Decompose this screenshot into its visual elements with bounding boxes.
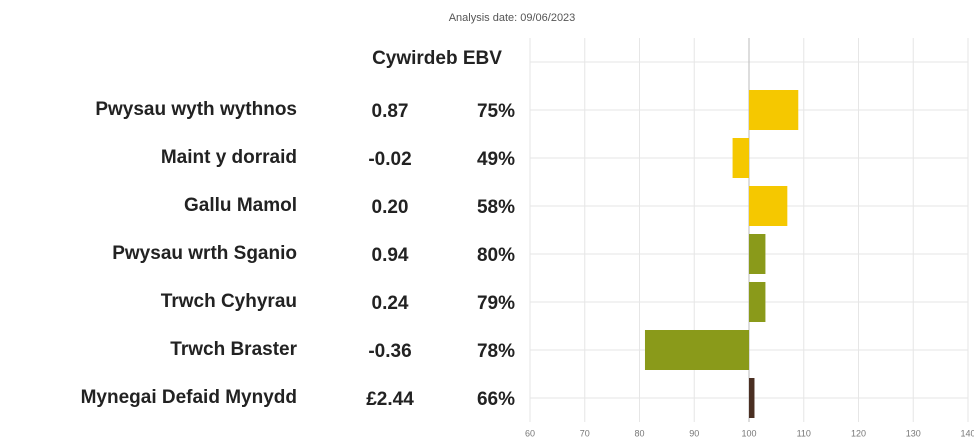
trait-label: Trwch Braster	[170, 339, 297, 360]
x-tick-label: 100	[741, 428, 756, 438]
accuracy-value: 66%	[477, 389, 515, 410]
accuracy-value: 80%	[477, 245, 515, 266]
x-tick-label: 70	[580, 428, 590, 438]
x-tick-label: 130	[906, 428, 921, 438]
accuracy-value: 49%	[477, 149, 515, 170]
trait-label: Pwysau wyth wythnos	[95, 99, 297, 120]
bar	[644, 330, 749, 370]
accuracy-value: 75%	[477, 101, 515, 122]
bar	[749, 282, 766, 322]
trait-label: Trwch Cyhyrau	[161, 291, 297, 312]
bar	[732, 138, 749, 178]
trait-label: Gallu Mamol	[184, 195, 297, 216]
ebv-value: 0.94	[372, 245, 409, 266]
trait-label: Maint y dorraid	[161, 147, 297, 168]
accuracy-value: 58%	[477, 197, 515, 218]
x-tick-label: 140	[960, 428, 974, 438]
ebv-value: 0.87	[372, 101, 409, 122]
x-tick-label: 90	[689, 428, 699, 438]
x-tick-label: 120	[851, 428, 866, 438]
x-tick-label: 110	[797, 428, 811, 438]
trait-label: Mynegai Defaid Mynydd	[81, 387, 297, 408]
accuracy-value: 78%	[477, 341, 515, 362]
ebv-value: -0.36	[368, 341, 411, 362]
ebv-value: -0.02	[368, 149, 411, 170]
bar	[749, 234, 766, 274]
bar	[749, 378, 755, 418]
bar	[749, 186, 788, 226]
accuracy-value: 79%	[477, 293, 515, 314]
x-tick-label: 80	[634, 428, 644, 438]
chart-title: Analysis date: 09/06/2023	[449, 12, 576, 24]
ebv-value: 0.20	[372, 197, 409, 218]
ebv-value: £2.44	[366, 389, 414, 410]
x-tick-label: 60	[525, 428, 535, 438]
bar	[749, 90, 799, 130]
column-header: Cywirdeb EBV	[372, 48, 502, 69]
ebv-value: 0.24	[372, 293, 409, 314]
trait-label: Pwysau wrth Sganio	[112, 243, 297, 264]
